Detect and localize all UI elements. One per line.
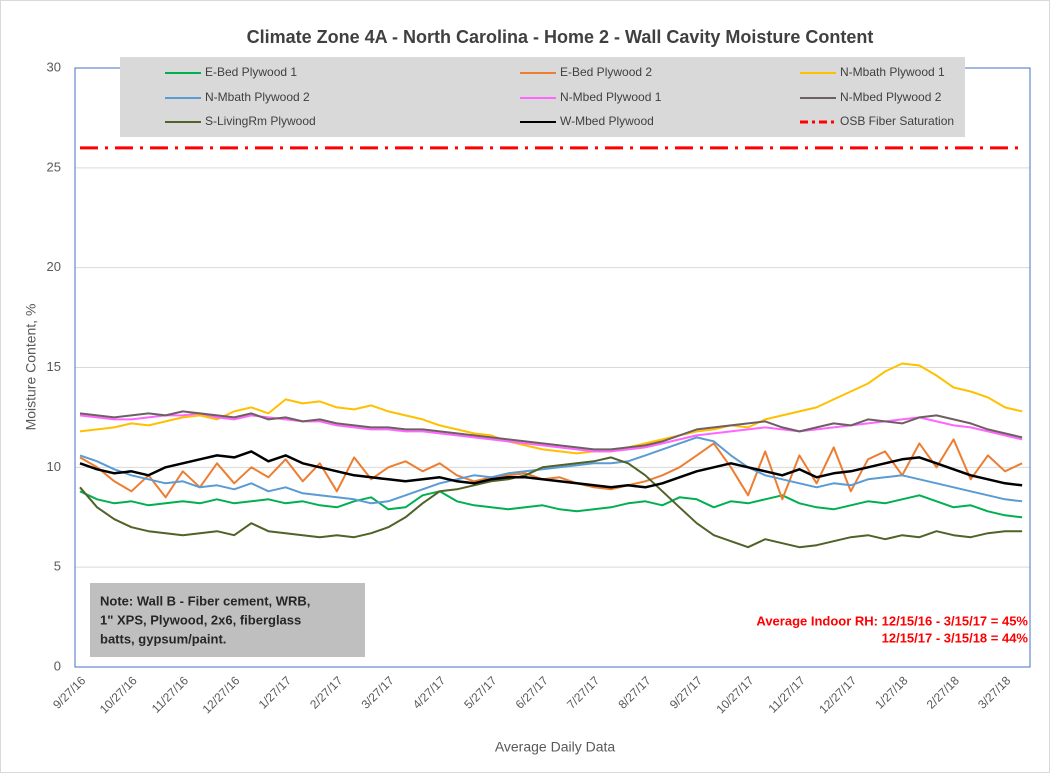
note-text: 1" XPS, Plywood, 2x6, fiberglass: [100, 612, 301, 627]
y-tick-label: 15: [47, 359, 61, 374]
y-tick-label: 25: [47, 159, 61, 174]
legend-label: N-Mbath Plywood 1: [840, 65, 945, 79]
annotation-text: Average Indoor RH: 12/15/16 - 3/15/17 = …: [756, 613, 1028, 628]
series-line: [79, 450, 1023, 489]
legend-label: E-Bed Plywood 2: [560, 65, 652, 79]
y-tick-label: 10: [47, 459, 61, 474]
chart-title: Climate Zone 4A - North Carolina - Home …: [247, 27, 874, 47]
series-line: [79, 436, 1023, 505]
legend-label: N-Mbed Plywood 2: [840, 90, 942, 104]
annotation: Average Indoor RH: 12/15/16 - 3/15/17 = …: [756, 613, 1028, 645]
y-tick-label: 5: [54, 559, 61, 574]
series-line: [79, 438, 1023, 501]
y-tick-label: 30: [47, 59, 61, 74]
series-line: [79, 410, 1023, 451]
y-tick-label: 0: [54, 658, 61, 673]
x-axis-label: Average Daily Data: [495, 739, 616, 755]
legend-label: OSB Fiber Saturation: [840, 114, 954, 128]
legend-label: W-Mbed Plywood: [560, 114, 654, 128]
note-text: Note: Wall B - Fiber cement, WRB,: [100, 593, 310, 608]
series-line: [79, 412, 1023, 453]
series-line: [79, 490, 1023, 519]
legend-label: N-Mbath Plywood 2: [205, 90, 310, 104]
note-text: batts, gypsum/paint.: [100, 631, 226, 646]
lines: [79, 146, 1023, 549]
series-line: [79, 456, 1023, 549]
note-box: [90, 583, 365, 657]
annotation-text: 12/15/17 - 3/15/18 = 44%: [882, 630, 1029, 645]
legend-label: E-Bed Plywood 1: [205, 65, 297, 79]
series-line: [79, 362, 1023, 455]
legend: E-Bed Plywood 1 E-Bed Plywood 2 N-Mbath Pl…: [165, 65, 954, 128]
note: Note: Wall B - Fiber cement, WRB, 1" XPS,…: [100, 593, 310, 646]
y-axis-label: Moisture Content, %: [23, 304, 39, 431]
y-tick-label: 20: [47, 259, 61, 274]
legend-label: S-LivingRm Plywood: [205, 114, 316, 128]
legend-label: N-Mbed Plywood 1: [560, 90, 662, 104]
